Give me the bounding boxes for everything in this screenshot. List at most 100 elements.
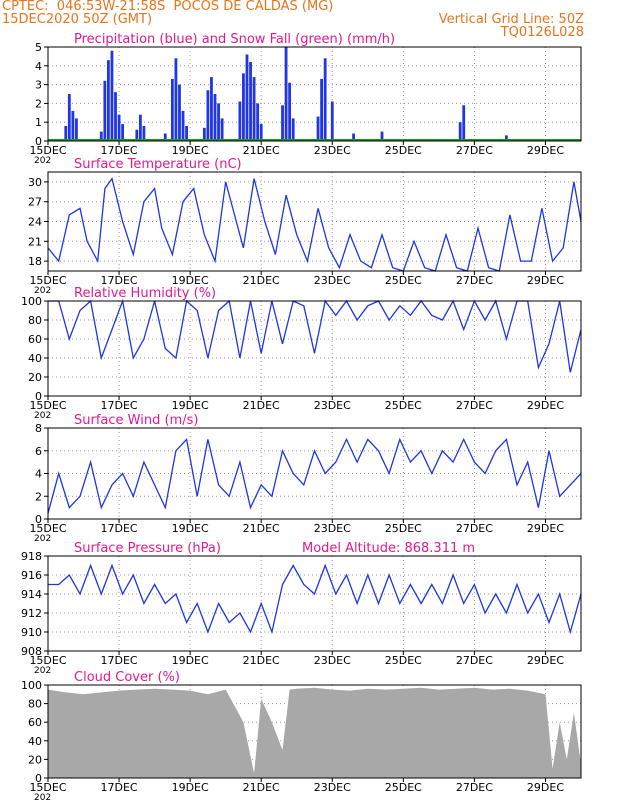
x-tick-label: 23DEC <box>314 399 351 412</box>
y-tick-label: 910 <box>21 626 42 639</box>
precip-bar <box>67 94 71 141</box>
x-year-label: 202 <box>34 666 51 676</box>
x-tick-label: 23DEC <box>314 654 351 667</box>
y-tick-label: 80 <box>28 698 42 711</box>
x-year-label: 202 <box>34 793 51 800</box>
y-tick-label: 21 <box>28 235 42 248</box>
x-tick-label: 27DEC <box>456 654 493 667</box>
precip-bar <box>323 58 327 141</box>
precip-bar <box>217 103 220 141</box>
precip-bar <box>181 110 185 141</box>
precip-bar <box>352 133 355 141</box>
panel-frame <box>47 300 582 397</box>
x-tick-label: 25DEC <box>385 144 422 157</box>
panel-frame <box>47 684 582 779</box>
x-tick-label: 19DEC <box>172 399 209 412</box>
precip-bar <box>252 77 256 141</box>
series-line <box>48 298 582 373</box>
y-tick-label: 1 <box>35 116 42 129</box>
precip-bar <box>103 80 107 141</box>
x-tick-label: 29DEC <box>527 399 564 412</box>
precip-bar <box>71 110 75 141</box>
x-tick-label: 25DEC <box>385 522 422 535</box>
precip-bar <box>380 131 384 141</box>
x-tick-label: 17DEC <box>101 781 138 794</box>
x-tick-label: 29DEC <box>527 144 564 157</box>
panel-title: Cloud Cover (%) <box>74 670 180 685</box>
header-run-date: 15DEC2020 50Z (GMT) <box>2 12 153 27</box>
precip-bar <box>64 125 68 141</box>
x-tick-label: 27DEC <box>456 144 493 157</box>
x-tick-label: 25DEC <box>385 399 422 412</box>
precip-bar <box>206 90 210 141</box>
y-tick-label: 2 <box>35 490 42 503</box>
precip-bar <box>316 116 320 141</box>
precip-bar <box>170 78 174 141</box>
precip-bar <box>99 131 103 141</box>
x-tick-label: 19DEC <box>172 654 209 667</box>
precip-bar <box>114 92 117 141</box>
y-tick-label: 30 <box>28 176 42 189</box>
y-tick-label: 918 <box>21 550 42 563</box>
precip-bar <box>110 50 114 142</box>
x-tick-label: 15DEC <box>29 274 66 287</box>
x-tick-label: 25DEC <box>385 781 422 794</box>
panel-3: Surface Wind (m/s) 0 2 4 6 8 15DEC 17DEC 19DEC 21… <box>29 413 582 544</box>
y-tick-label: 24 <box>28 216 42 229</box>
y-tick-label: 0 <box>35 772 42 785</box>
precip-bar <box>256 103 260 141</box>
panel-title: Relative Humidity (%) <box>74 286 216 301</box>
x-tick-label: 17DEC <box>101 144 138 157</box>
y-tick-label: 908 <box>21 645 42 658</box>
panel-0: Precipitation (blue) and Snow Fall (gree… <box>29 32 582 166</box>
y-tick-label: 0 <box>35 513 42 526</box>
x-tick-label: 27DEC <box>456 399 493 412</box>
precip-bar <box>178 84 181 141</box>
panel-frame <box>47 555 582 652</box>
precip-bar <box>238 101 242 141</box>
header-station: CPTEC: 046:53W-21:58S POCOS DE CALDAS (M… <box>2 0 334 14</box>
y-tick-label: 27 <box>28 196 42 209</box>
y-tick-label: 60 <box>28 716 42 729</box>
y-tick-label: 2 <box>35 97 42 110</box>
precip-bar <box>121 124 125 141</box>
precip-bar <box>249 62 252 141</box>
cloud-area <box>48 687 581 778</box>
x-tick-label: 17DEC <box>101 399 138 412</box>
x-tick-label: 29DEC <box>527 654 564 667</box>
x-year-label: 202 <box>34 156 51 166</box>
precip-bar <box>291 118 295 141</box>
precip-bar <box>142 125 146 141</box>
x-tick-label: 29DEC <box>527 781 564 794</box>
precip-bar <box>174 58 178 141</box>
panel-1: Surface Temperature (nC) 18 21 24 27 30 15DEC 1… <box>28 157 582 296</box>
x-tick-label: 27DEC <box>456 522 493 535</box>
x-tick-label: 17DEC <box>101 274 138 287</box>
panel-frame <box>47 427 582 520</box>
y-tick-label: 40 <box>28 352 42 365</box>
x-tick-label: 21DEC <box>243 144 280 157</box>
precip-bar <box>202 127 206 141</box>
y-tick-label: 0 <box>35 135 42 148</box>
panel-title: Surface Pressure (hPa) <box>74 541 221 556</box>
precip-bar <box>135 129 139 141</box>
precip-bar <box>259 124 263 141</box>
y-tick-label: 100 <box>21 295 42 308</box>
x-tick-label: 15DEC <box>29 399 66 412</box>
y-tick-label: 60 <box>28 333 42 346</box>
header-grid-line: Vertical Grid Line: 50Z <box>438 12 584 27</box>
y-tick-label: 20 <box>28 371 42 384</box>
x-tick-label: 27DEC <box>456 781 493 794</box>
y-tick-label: 914 <box>21 588 42 601</box>
x-tick-label: 21DEC <box>243 522 280 535</box>
x-tick-label: 23DEC <box>314 144 351 157</box>
y-tick-label: 40 <box>28 735 42 748</box>
x-tick-label: 15DEC <box>29 522 66 535</box>
precip-bar <box>462 105 466 141</box>
x-tick-label: 19DEC <box>172 522 209 535</box>
x-tick-label: 29DEC <box>527 274 564 287</box>
x-tick-label: 15DEC <box>29 781 66 794</box>
x-tick-label: 21DEC <box>243 654 280 667</box>
x-tick-label: 15DEC <box>29 654 66 667</box>
